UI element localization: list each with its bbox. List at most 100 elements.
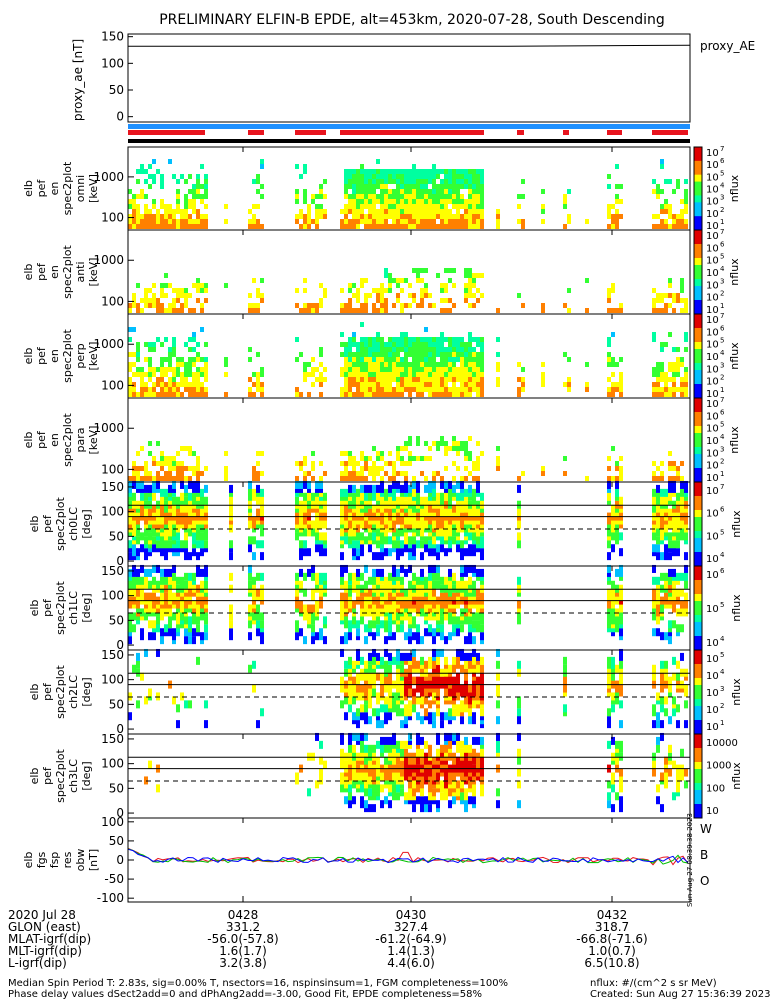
spectrogram-cell bbox=[303, 278, 307, 283]
colorbar-segment bbox=[694, 412, 702, 420]
spectrogram-cell bbox=[136, 357, 140, 362]
spectrogram-cell bbox=[184, 298, 188, 303]
spectrogram-cell bbox=[368, 224, 372, 229]
pitch-angle-cell bbox=[340, 684, 344, 693]
spectrogram-ylabel-line: en bbox=[48, 182, 61, 196]
status-bar-red-segment bbox=[340, 130, 484, 135]
spectrogram-cell bbox=[372, 199, 376, 204]
spectrogram-cell bbox=[384, 199, 388, 204]
spectrogram-cell bbox=[448, 179, 452, 184]
pitch-angle-cell bbox=[388, 508, 392, 517]
spectrogram-cell bbox=[404, 174, 408, 179]
pitch-angle-cell bbox=[440, 536, 444, 545]
colorbar-tick-label: 10 bbox=[706, 172, 719, 183]
spectrogram-cell bbox=[452, 367, 456, 372]
spectrogram-cell bbox=[384, 367, 388, 372]
pitch-angle-cell bbox=[392, 784, 396, 793]
spectrogram-cell bbox=[319, 347, 323, 352]
spectrogram-cell bbox=[476, 357, 480, 362]
spectrogram-cell bbox=[344, 169, 348, 174]
pitch-angle-ylabel-line: [deg] bbox=[80, 677, 93, 706]
spectrogram-cell bbox=[615, 214, 619, 219]
spectrogram-cell bbox=[356, 382, 360, 387]
spectrogram-cell bbox=[352, 189, 356, 194]
spectrogram-cell bbox=[295, 387, 299, 392]
pitch-angle-cell bbox=[672, 672, 676, 681]
spectrogram-cell bbox=[664, 377, 668, 382]
pitch-angle-cell bbox=[344, 536, 348, 545]
spectrogram-cell bbox=[664, 387, 668, 392]
status-bar-blue bbox=[128, 124, 690, 129]
pitch-angle-cell bbox=[252, 488, 256, 497]
spectrogram-cell bbox=[344, 204, 348, 209]
spectrogram-cell bbox=[252, 382, 256, 387]
pitch-angle-cell bbox=[256, 604, 260, 613]
spectrogram-cell bbox=[412, 189, 416, 194]
pitch-angle-cell bbox=[480, 592, 484, 601]
spectrogram-cell bbox=[432, 392, 436, 397]
spectrogram-cell bbox=[656, 362, 660, 367]
pitch-angle-cell bbox=[148, 760, 152, 769]
spectrogram-cell bbox=[204, 288, 208, 293]
spectrogram-cell bbox=[456, 352, 460, 357]
spectrogram-cell bbox=[464, 372, 468, 377]
spectrogram-cell bbox=[464, 392, 468, 397]
pitch-angle-cell bbox=[229, 496, 233, 505]
spectrogram-cell bbox=[356, 174, 360, 179]
spectrogram-cell bbox=[380, 174, 384, 179]
spectrogram-cell bbox=[188, 224, 192, 229]
spectrogram-cell bbox=[619, 387, 623, 392]
pitch-angle-cell bbox=[372, 532, 376, 541]
spectrogram-cell bbox=[448, 209, 452, 214]
spectrogram-cell bbox=[376, 332, 380, 337]
spectrogram-cell bbox=[144, 214, 148, 219]
pitch-angle-cell bbox=[356, 732, 360, 741]
spectrogram-cell bbox=[172, 466, 176, 471]
spectrogram-cell bbox=[400, 199, 404, 204]
spectrogram-cell bbox=[541, 466, 545, 471]
pitch-angle-cell bbox=[404, 544, 408, 553]
spectrogram-cell bbox=[456, 184, 460, 189]
spectrogram-cell bbox=[468, 204, 472, 209]
pitch-angle-cell bbox=[368, 744, 372, 753]
pitch-angle-cell bbox=[684, 720, 688, 729]
pitch-angle-cell bbox=[376, 608, 380, 617]
spectrogram-cell bbox=[652, 392, 656, 397]
spectrogram-cell bbox=[404, 372, 408, 377]
colorbar-segment bbox=[694, 580, 702, 588]
spectrogram-cell bbox=[372, 372, 376, 377]
pitch-angle-ylabel-line: spec2plot bbox=[54, 665, 67, 719]
spectrogram-cell bbox=[668, 377, 672, 382]
spectrogram-cell bbox=[460, 377, 464, 382]
pitch-angle-cell bbox=[192, 532, 196, 541]
spectrogram-cell bbox=[452, 268, 456, 273]
spectrogram-cell bbox=[432, 209, 436, 214]
spectrogram-cell bbox=[464, 342, 468, 347]
pitch-angle-cell bbox=[295, 772, 299, 781]
pitch-angle-cell bbox=[388, 684, 392, 693]
spectrogram-cell bbox=[348, 174, 352, 179]
spectrogram-cell bbox=[676, 362, 680, 367]
spectrogram-cell bbox=[392, 194, 396, 199]
pitch-angle-cell bbox=[452, 624, 456, 633]
pitch-angle-ylabel-line: [deg] bbox=[80, 593, 93, 622]
spectrogram-cell bbox=[420, 184, 424, 189]
spectrogram-cell bbox=[352, 362, 356, 367]
pitch-angle-cell bbox=[360, 732, 364, 741]
spectrogram-cell bbox=[652, 471, 656, 476]
pitch-angle-cell bbox=[380, 672, 384, 681]
pitch-angle-cell bbox=[295, 572, 299, 581]
pitch-angle-cell bbox=[360, 656, 364, 665]
spectrogram-cell bbox=[607, 466, 611, 471]
spectrogram-cell bbox=[428, 456, 432, 461]
spectrogram-cell bbox=[480, 224, 484, 229]
spectrogram-cell bbox=[152, 214, 156, 219]
spectrogram-cell bbox=[456, 337, 460, 342]
pitch-angle-cell bbox=[448, 708, 452, 717]
spectrogram-cell bbox=[436, 367, 440, 372]
spectrogram-cell bbox=[416, 219, 420, 224]
pitch-angle-cell bbox=[436, 648, 440, 657]
pitch-angle-cell bbox=[468, 544, 472, 553]
spectrogram-cell bbox=[412, 199, 416, 204]
colorbar-segment bbox=[694, 657, 702, 665]
